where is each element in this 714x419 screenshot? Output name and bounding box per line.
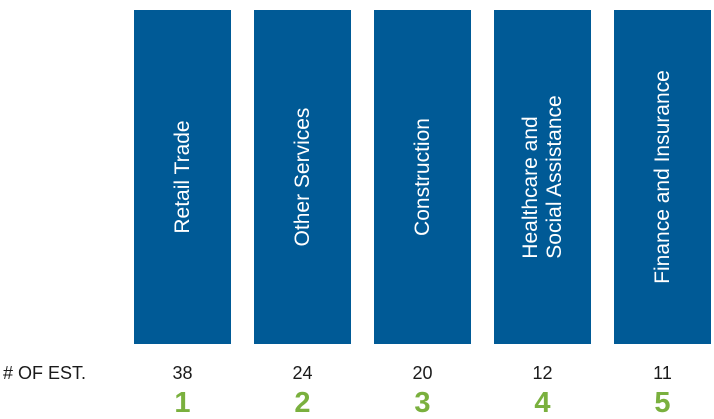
bar-label-3: Construction	[410, 118, 434, 236]
rank-label-5: 5	[654, 387, 671, 419]
rank-label-1: 1	[174, 387, 191, 419]
value-label-2: 24	[292, 363, 313, 383]
value-label-3: 20	[412, 363, 433, 383]
row-label-number-of-establishments: # OF EST.	[3, 363, 87, 383]
bar-label-4: Healthcare and Social Assistance	[518, 95, 566, 259]
bar-label-1: Retail Trade	[170, 120, 194, 234]
bar-2: Other Services	[254, 10, 351, 344]
bar-4: Healthcare and Social Assistance	[494, 10, 591, 344]
bar-1: Retail Trade	[134, 10, 231, 344]
bar-3: Construction	[374, 10, 471, 344]
rank-label-4: 4	[534, 387, 551, 419]
bar-label-2: Other Services	[290, 107, 314, 247]
value-label-1: 38	[172, 363, 193, 383]
value-label-5: 11	[653, 363, 672, 383]
value-label-4: 12	[532, 363, 553, 383]
rank-label-2: 2	[294, 387, 311, 419]
bar-5: Finance and Insurance	[614, 10, 711, 344]
bar-label-5: Finance and Insurance	[650, 70, 674, 284]
rank-label-3: 3	[414, 387, 431, 419]
